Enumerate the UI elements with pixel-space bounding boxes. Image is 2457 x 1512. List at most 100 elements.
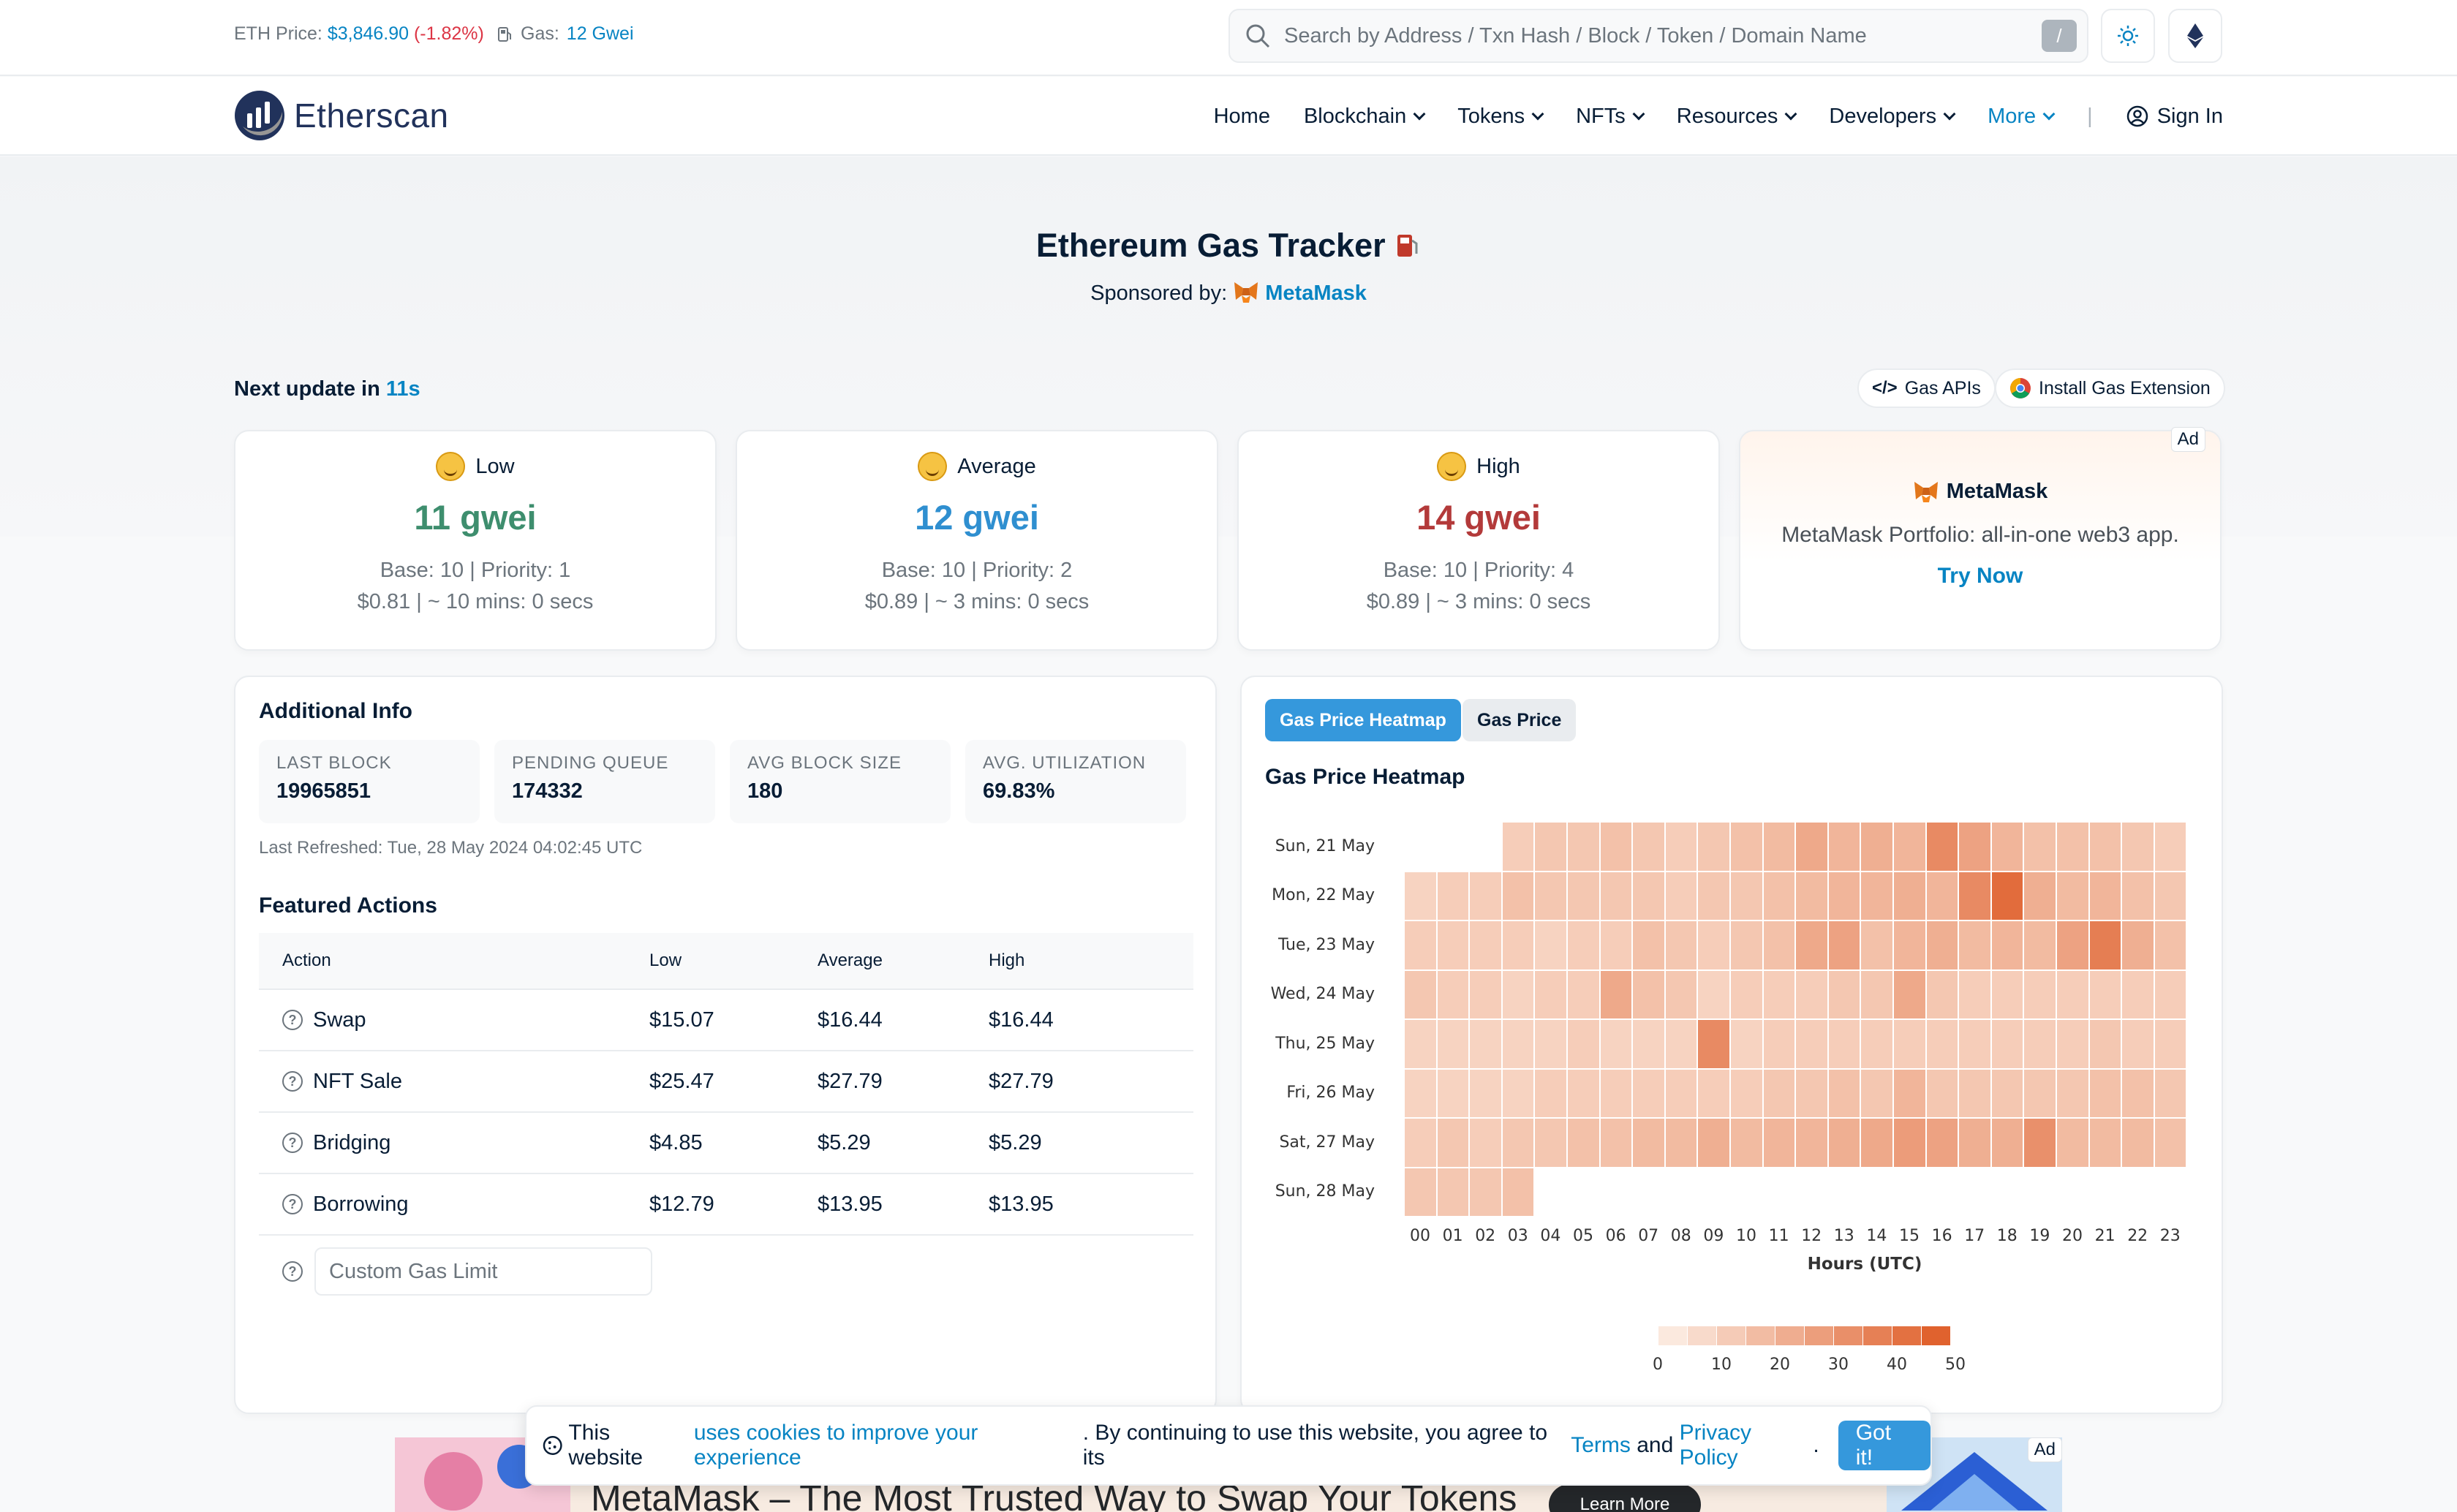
tab-gas-price[interactable]: Gas Price [1462, 699, 1577, 741]
banner-learn-more-button[interactable]: Learn More [1549, 1484, 1701, 1512]
heatmap-cell[interactable] [1599, 969, 1633, 1019]
heatmap-cell[interactable] [1730, 1118, 1763, 1168]
heatmap-cell[interactable] [1436, 1167, 1470, 1217]
heatmap-cell[interactable] [1795, 1118, 1828, 1168]
heatmap-cell[interactable] [1730, 822, 1763, 872]
heatmap-cell[interactable] [1534, 1068, 1567, 1118]
heatmap-cell[interactable] [1697, 969, 1730, 1019]
heatmap-cell[interactable] [2154, 969, 2187, 1019]
question-circle-icon[interactable]: ? [282, 1133, 303, 1153]
heatmap-cell[interactable] [1697, 1019, 1730, 1069]
heatmap-cell[interactable] [1567, 1118, 1600, 1168]
heatmap-cell[interactable] [1958, 822, 1991, 872]
heatmap-cell[interactable] [2154, 921, 2187, 970]
heatmap-cell[interactable] [1827, 1068, 1861, 1118]
etherscan-logo[interactable]: Etherscan [234, 90, 449, 141]
heatmap-cell[interactable] [1501, 1019, 1535, 1069]
terms-link[interactable]: Terms [1571, 1433, 1631, 1457]
heatmap-cell[interactable] [1469, 921, 1502, 970]
heatmap-cell[interactable] [1958, 871, 1991, 921]
heatmap-cell[interactable] [1632, 871, 1665, 921]
gas-value[interactable]: 12 Gwei [566, 23, 634, 44]
heatmap-cell[interactable] [1925, 1019, 1959, 1069]
heatmap-cell[interactable] [2056, 921, 2089, 970]
heatmap-cell[interactable] [1827, 921, 1861, 970]
heatmap-cell[interactable] [1534, 921, 1567, 970]
heatmap-cell[interactable] [1827, 969, 1861, 1019]
heatmap-cell[interactable] [1436, 871, 1470, 921]
heatmap-cell[interactable] [2088, 1019, 2122, 1069]
network-switch-button[interactable] [2168, 9, 2222, 63]
heatmap-cell[interactable] [1893, 1019, 1926, 1069]
heatmap-cell[interactable] [1925, 921, 1959, 970]
heatmap-cell[interactable] [1501, 871, 1535, 921]
heatmap-cell[interactable] [1860, 969, 1893, 1019]
heatmap-cell[interactable] [1795, 871, 1828, 921]
heatmap-cell[interactable] [2023, 1019, 2056, 1069]
heatmap-cell[interactable] [1436, 921, 1470, 970]
heatmap-cell[interactable] [1893, 969, 1926, 1019]
nav-nfts[interactable]: NFTs [1576, 105, 1645, 129]
install-extension-button[interactable]: Install Gas Extension [1995, 368, 2225, 408]
heatmap-cell[interactable] [1762, 822, 1796, 872]
heatmap-cell[interactable] [2121, 969, 2154, 1019]
heatmap-cell[interactable] [1501, 969, 1535, 1019]
heatmap-cell[interactable] [2154, 871, 2187, 921]
heatmap-cell[interactable] [1469, 1068, 1502, 1118]
heatmap-cell[interactable] [2023, 1068, 2056, 1118]
heatmap-cell[interactable] [1697, 921, 1730, 970]
heatmap-cell[interactable] [1501, 822, 1535, 872]
heatmap-cell[interactable] [1762, 1068, 1796, 1118]
heatmap-cell[interactable] [2056, 1118, 2089, 1168]
nav-developers[interactable]: Developers [1829, 105, 1956, 129]
heatmap-cell[interactable] [1730, 921, 1763, 970]
heatmap-cell[interactable] [1860, 1118, 1893, 1168]
heatmap-cell[interactable] [1664, 822, 1698, 872]
heatmap-cell[interactable] [1664, 1019, 1698, 1069]
heatmap-cell[interactable] [2121, 1118, 2154, 1168]
heatmap-cell[interactable] [1990, 871, 2024, 921]
question-circle-icon[interactable]: ? [282, 1261, 303, 1282]
heatmap-cell[interactable] [2088, 871, 2122, 921]
heatmap-cell[interactable] [1827, 822, 1861, 872]
heatmap-cell[interactable] [1404, 1068, 1437, 1118]
privacy-policy-link[interactable]: Privacy Policy [1679, 1421, 1752, 1470]
heatmap-cell[interactable] [1730, 1068, 1763, 1118]
nav-home[interactable]: Home [1213, 104, 1270, 128]
heatmap-cell[interactable] [1404, 1019, 1437, 1069]
heatmap-cell[interactable] [1501, 921, 1535, 970]
heatmap-cell[interactable] [1404, 1118, 1437, 1168]
heatmap-cell[interactable] [1599, 822, 1633, 872]
heatmap-cell[interactable] [1632, 969, 1665, 1019]
heatmap-cell[interactable] [1469, 1118, 1502, 1168]
heatmap-cell[interactable] [1990, 969, 2024, 1019]
question-circle-icon[interactable]: ? [282, 1194, 303, 1214]
heatmap-cell[interactable] [1827, 871, 1861, 921]
heatmap-cell[interactable] [1534, 822, 1567, 872]
heatmap-cell[interactable] [2121, 1019, 2154, 1069]
heatmap-cell[interactable] [1404, 969, 1437, 1019]
cookie-accept-button[interactable]: Got it! [1838, 1421, 1930, 1470]
heatmap-cell[interactable] [1534, 871, 1567, 921]
heatmap-cell[interactable] [1762, 871, 1796, 921]
heatmap-cell[interactable] [2023, 1118, 2056, 1168]
heatmap-cell[interactable] [1827, 1019, 1861, 1069]
heatmap-cell[interactable] [2056, 1019, 2089, 1069]
gas-apis-button[interactable]: </> Gas APIs [1857, 368, 1996, 408]
search-bar[interactable]: Search by Address / Txn Hash / Block / T… [1228, 9, 2088, 63]
heatmap-cell[interactable] [1730, 969, 1763, 1019]
heatmap-cell[interactable] [1697, 1068, 1730, 1118]
ad-try-now-link[interactable]: Try Now [1937, 564, 2023, 588]
heatmap-cell[interactable] [2023, 969, 2056, 1019]
heatmap-cell[interactable] [2088, 822, 2122, 872]
heatmap-cell[interactable] [1632, 1118, 1665, 1168]
heatmap-cell[interactable] [1990, 1019, 2024, 1069]
heatmap-cell[interactable] [1599, 1118, 1633, 1168]
heatmap-cell[interactable] [1893, 822, 1926, 872]
heatmap-cell[interactable] [1893, 921, 1926, 970]
heatmap-cell[interactable] [1697, 822, 1730, 872]
heatmap-cell[interactable] [1632, 1068, 1665, 1118]
heatmap-cell[interactable] [1730, 871, 1763, 921]
heatmap-cell[interactable] [1893, 871, 1926, 921]
heatmap-cell[interactable] [2056, 1068, 2089, 1118]
